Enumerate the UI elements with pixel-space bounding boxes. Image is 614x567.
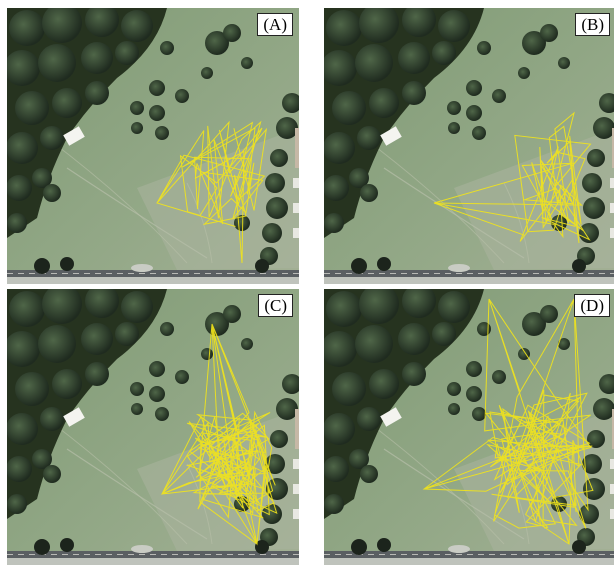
gps-track-line: [160, 323, 278, 546]
panel-label-a: (A): [257, 13, 293, 36]
gps-tracks-b: [433, 111, 592, 244]
panel-label-b: (B): [575, 13, 610, 36]
aerial-image-d: [324, 289, 614, 565]
map-panel-d: (D): [324, 289, 614, 565]
aerial-image-a: [7, 8, 299, 284]
gps-tracks-a: [156, 120, 268, 264]
map-panel-b: (B): [324, 8, 614, 284]
gps-tracks-c: [160, 323, 278, 546]
panel-label-c: (C): [258, 294, 293, 317]
panel-label-d: (D): [574, 294, 610, 317]
map-panel-c: (C): [7, 289, 299, 565]
aerial-image-c: [7, 289, 299, 565]
gps-track-line: [156, 120, 268, 264]
map-panel-a: (A): [7, 8, 299, 284]
aerial-image-b: [324, 8, 614, 284]
gps-track-line: [433, 111, 592, 244]
gps-track-line: [422, 298, 594, 545]
gps-tracks-d: [422, 298, 594, 545]
